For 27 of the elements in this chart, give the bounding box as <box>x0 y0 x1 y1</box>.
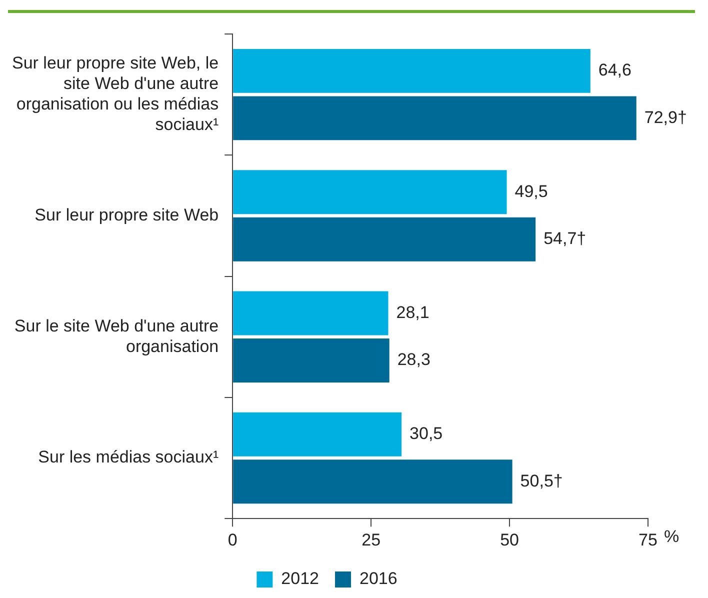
y-tick-label: Sur leur propre site Web, le site Web d'une autre organisation ou les médias sociaux¹ <box>12 54 219 134</box>
data-label: 28,3 <box>397 350 430 370</box>
data-label: 54,7† <box>544 229 586 248</box>
data-label: 30,5 <box>410 424 443 444</box>
x-tick-label: 25 <box>362 530 381 550</box>
y-tick-label: Sur leur propre site Web <box>34 205 219 224</box>
bar <box>233 48 590 93</box>
data-label: 50,5† <box>520 471 563 490</box>
data-label: 72,9† <box>644 108 687 127</box>
bar <box>233 412 402 456</box>
x-axis-title: % <box>664 526 680 546</box>
x-tick-label: 0 <box>228 530 238 550</box>
bar <box>233 170 507 214</box>
bar <box>233 96 636 140</box>
bar <box>233 291 388 336</box>
bar <box>233 460 512 504</box>
bar <box>233 338 390 382</box>
data-label: 28,1 <box>396 302 430 322</box>
x-tick-label: 50 <box>500 530 519 550</box>
data-label: 49,5 <box>514 182 548 201</box>
x-tick-label: 75 <box>638 530 658 550</box>
y-tick-label: Sur les médias sociaux¹ <box>38 448 219 467</box>
data-label: 64,6 <box>598 60 632 80</box>
y-tick-label: Sur le site Web d'une autre organisation <box>14 316 219 356</box>
legend-label: 2016 <box>360 569 398 588</box>
legend-label: 2012 <box>281 569 320 588</box>
bar <box>233 217 536 262</box>
